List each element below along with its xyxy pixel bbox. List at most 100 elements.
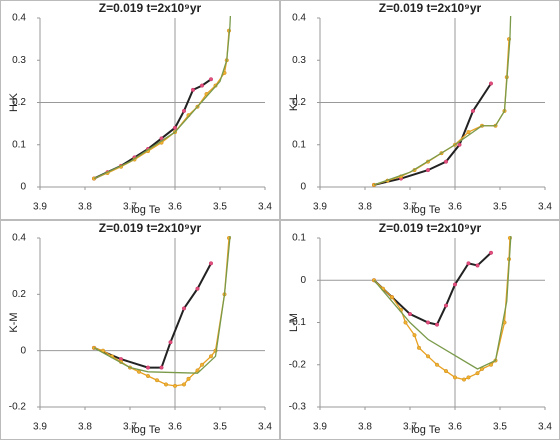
x-tick-label: 3.9 — [313, 202, 327, 213]
data-point — [403, 320, 408, 325]
data-point — [443, 303, 448, 308]
data-point — [195, 286, 200, 291]
panel-frame — [280, 0, 560, 220]
x-tick-label: 3.4 — [538, 422, 552, 433]
data-point — [168, 340, 173, 345]
y-tick-label: -0.1 — [289, 317, 307, 328]
data-point — [159, 365, 164, 370]
data-point — [389, 295, 394, 300]
x-tick-label: 3.4 — [258, 202, 272, 213]
x-tick-label: 3.4 — [258, 422, 272, 433]
y-tick-label: -0.2 — [289, 359, 307, 370]
x-tick-label: 3.7 — [403, 202, 417, 213]
data-point — [199, 362, 204, 367]
data-point — [199, 83, 204, 88]
data-point — [434, 362, 439, 367]
y-tick-label: 0.4 — [12, 233, 26, 244]
y-tick-label: 0.4 — [292, 13, 306, 24]
x-axis-label: log Te — [411, 424, 440, 436]
data-point — [466, 261, 471, 266]
series-line — [373, 252, 492, 326]
data-point — [475, 263, 480, 268]
data-point — [195, 368, 200, 373]
data-point — [145, 374, 150, 379]
x-tick-label: 3.8 — [358, 202, 372, 213]
x-tick-label: 3.6 — [448, 422, 462, 433]
data-point — [434, 322, 439, 327]
data-point — [190, 87, 195, 92]
x-tick-label: 3.5 — [213, 422, 227, 433]
data-point — [457, 142, 462, 147]
x-tick-label: 3.5 — [493, 422, 507, 433]
data-point — [466, 375, 471, 380]
panel-frame — [0, 0, 280, 220]
x-tick-label: 3.6 — [168, 202, 182, 213]
chart-title: Z=0.019 t=2x10⁹yr — [99, 221, 202, 235]
y-tick-label: 0 — [300, 182, 306, 193]
y-tick-label: 0.1 — [292, 233, 306, 244]
data-point — [412, 333, 417, 338]
series-line — [93, 236, 231, 374]
data-point — [461, 377, 466, 382]
data-point — [443, 369, 448, 374]
data-point — [172, 383, 177, 388]
y-tick-label: 0 — [20, 345, 26, 356]
chart-panel: Z=0.019 t=2x10⁹yr -0.2 0 0.2 0.4 3.9 3.8 3.7 3.6… — [0, 220, 280, 440]
y-tick-label: -0.3 — [289, 402, 307, 413]
data-point — [145, 365, 150, 370]
x-tick-label: 3.7 — [123, 202, 137, 213]
y-tick-label: 0.2 — [292, 97, 306, 108]
y-tick-label: 0.1 — [12, 139, 26, 150]
x-tick-label: 3.7 — [403, 422, 417, 433]
x-tick-label: 3.8 — [78, 422, 92, 433]
series-line — [93, 262, 212, 369]
data-point — [425, 354, 430, 359]
x-tick-label: 3.9 — [33, 422, 47, 433]
data-point — [208, 77, 213, 82]
x-tick-label: 3.5 — [493, 202, 507, 213]
data-point — [163, 382, 168, 387]
x-tick-label: 3.9 — [33, 202, 47, 213]
x-axis-label: log Te — [131, 424, 160, 436]
data-point — [452, 282, 457, 287]
data-point — [407, 312, 412, 317]
x-axis-label: log Te — [131, 204, 160, 216]
x-tick-label: 3.4 — [538, 202, 552, 213]
data-point — [488, 81, 493, 86]
data-point — [181, 382, 186, 387]
data-point — [172, 125, 177, 130]
x-axis-label: log Te — [411, 204, 440, 216]
data-point — [488, 250, 493, 255]
data-point — [181, 306, 186, 311]
y-tick-label: 0.4 — [12, 13, 26, 24]
data-point — [208, 261, 213, 266]
x-tick-label: 3.6 — [448, 202, 462, 213]
y-tick-label: -0.2 — [9, 402, 27, 413]
data-point — [466, 130, 471, 135]
x-tick-label: 3.7 — [123, 422, 137, 433]
series-line — [373, 236, 512, 370]
panel-frame — [280, 220, 560, 440]
data-point — [154, 378, 159, 383]
panel-frame — [0, 220, 280, 440]
x-tick-label: 3.8 — [78, 202, 92, 213]
x-tick-label: 3.9 — [313, 422, 327, 433]
data-point — [443, 159, 448, 164]
data-point — [470, 108, 475, 113]
chart-title: Z=0.019 t=2x10⁹yr — [379, 1, 482, 15]
chart-panel: Z=0.019 t=2x10⁹yr 0 0.1 0.2 0.3 0.4 3.9 3.8 3.7 3… — [0, 0, 280, 220]
y-axis-label: H-K — [8, 92, 20, 112]
data-point — [452, 375, 457, 380]
y-tick-label: 0.3 — [12, 55, 26, 66]
x-tick-label: 3.5 — [213, 202, 227, 213]
y-tick-label: 0.1 — [292, 139, 306, 150]
data-point — [208, 354, 213, 359]
y-tick-label: 0 — [20, 182, 26, 193]
chart-panel: Z=0.019 t=2x10⁹yr 0 0.1 0.2 0.3 0.4 3.9 3.8 3.7 3… — [280, 0, 560, 220]
y-axis-label: K-M — [8, 312, 20, 332]
chart-title: Z=0.019 t=2x10⁹yr — [379, 221, 482, 235]
y-axis-label: K-L — [288, 94, 300, 111]
x-tick-label: 3.8 — [358, 422, 372, 433]
chart-title: Z=0.019 t=2x10⁹yr — [99, 1, 202, 15]
